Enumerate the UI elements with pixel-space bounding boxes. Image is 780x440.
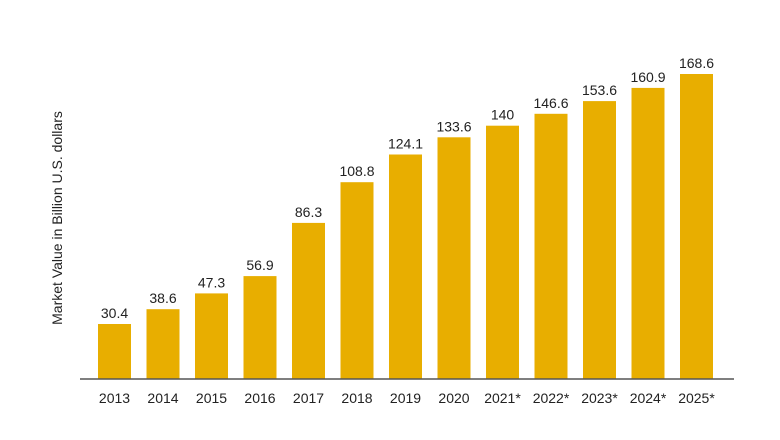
x-tick-label-6: 2019 bbox=[390, 390, 421, 406]
bar-value-label-6: 124.1 bbox=[388, 136, 423, 152]
bars-group bbox=[98, 74, 713, 380]
bar-12 bbox=[680, 74, 713, 379]
bar-value-label-1: 38.6 bbox=[149, 290, 176, 306]
y-axis-title: Market Value in Billion U.S. dollars bbox=[49, 111, 65, 325]
bar-value-label-8: 140 bbox=[491, 107, 515, 123]
bar-0 bbox=[98, 324, 131, 379]
x-tick-label-10: 2023* bbox=[581, 390, 618, 406]
bar-value-label-2: 47.3 bbox=[198, 274, 225, 290]
x-tick-labels-group: 2013 2014 2015 2016 2017 2018 2019 2020 2021* 202… bbox=[99, 390, 715, 406]
bar-9 bbox=[534, 113, 568, 380]
bar-4 bbox=[292, 222, 325, 379]
bar-8 bbox=[486, 125, 519, 379]
x-tick-label-2: 2015 bbox=[196, 390, 227, 406]
bar-value-label-5: 108.8 bbox=[339, 163, 374, 179]
bar-value-label-7: 133.6 bbox=[436, 118, 471, 134]
bar-value-label-12: 168.6 bbox=[679, 55, 714, 71]
bar-1 bbox=[146, 309, 180, 379]
bar-7 bbox=[437, 137, 471, 379]
bar-value-label-4: 86.3 bbox=[295, 204, 322, 220]
bar-6 bbox=[389, 154, 422, 379]
bar-2 bbox=[195, 293, 228, 379]
x-tick-label-7: 2020 bbox=[438, 390, 469, 406]
bar-5 bbox=[340, 182, 374, 379]
bar-11 bbox=[631, 87, 665, 380]
bar-value-label-9: 146.6 bbox=[533, 95, 568, 111]
x-tick-label-1: 2014 bbox=[147, 390, 178, 406]
bar-value-label-3: 56.9 bbox=[246, 257, 273, 273]
x-tick-label-12: 2025* bbox=[678, 390, 715, 406]
bar-value-label-0: 30.4 bbox=[101, 305, 128, 321]
bar-3 bbox=[243, 276, 277, 379]
bar-10 bbox=[583, 101, 616, 379]
x-tick-label-0: 2013 bbox=[99, 390, 130, 406]
x-tick-label-3: 2016 bbox=[244, 390, 275, 406]
bar-value-label-11: 160.9 bbox=[630, 69, 665, 85]
x-tick-label-11: 2024* bbox=[630, 390, 667, 406]
x-tick-label-8: 2021* bbox=[484, 390, 521, 406]
x-tick-label-4: 2017 bbox=[293, 390, 324, 406]
x-tick-label-5: 2018 bbox=[341, 390, 372, 406]
value-labels-group: 30.4 38.6 47.3 56.9 86.3 108.8 124.1 133.6 140 14… bbox=[101, 55, 714, 321]
bar-value-label-10: 153.6 bbox=[582, 82, 617, 98]
x-tick-label-9: 2022* bbox=[533, 390, 570, 406]
